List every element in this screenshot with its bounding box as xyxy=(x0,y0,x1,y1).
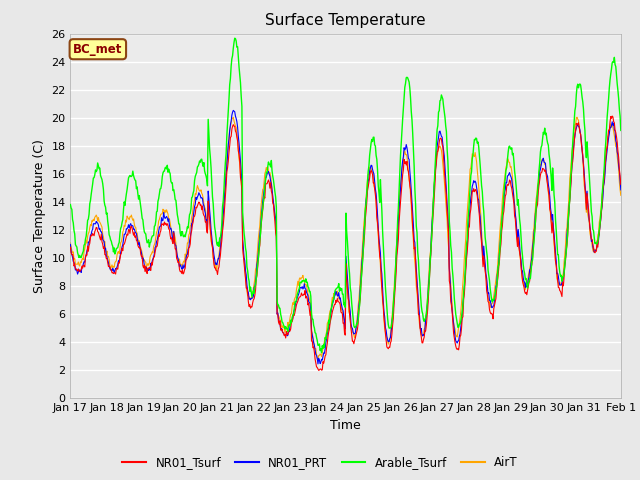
X-axis label: Time: Time xyxy=(330,419,361,432)
Title: Surface Temperature: Surface Temperature xyxy=(266,13,426,28)
Text: BC_met: BC_met xyxy=(73,43,122,56)
Y-axis label: Surface Temperature (C): Surface Temperature (C) xyxy=(33,139,45,293)
Legend: NR01_Tsurf, NR01_PRT, Arable_Tsurf, AirT: NR01_Tsurf, NR01_PRT, Arable_Tsurf, AirT xyxy=(118,452,522,474)
